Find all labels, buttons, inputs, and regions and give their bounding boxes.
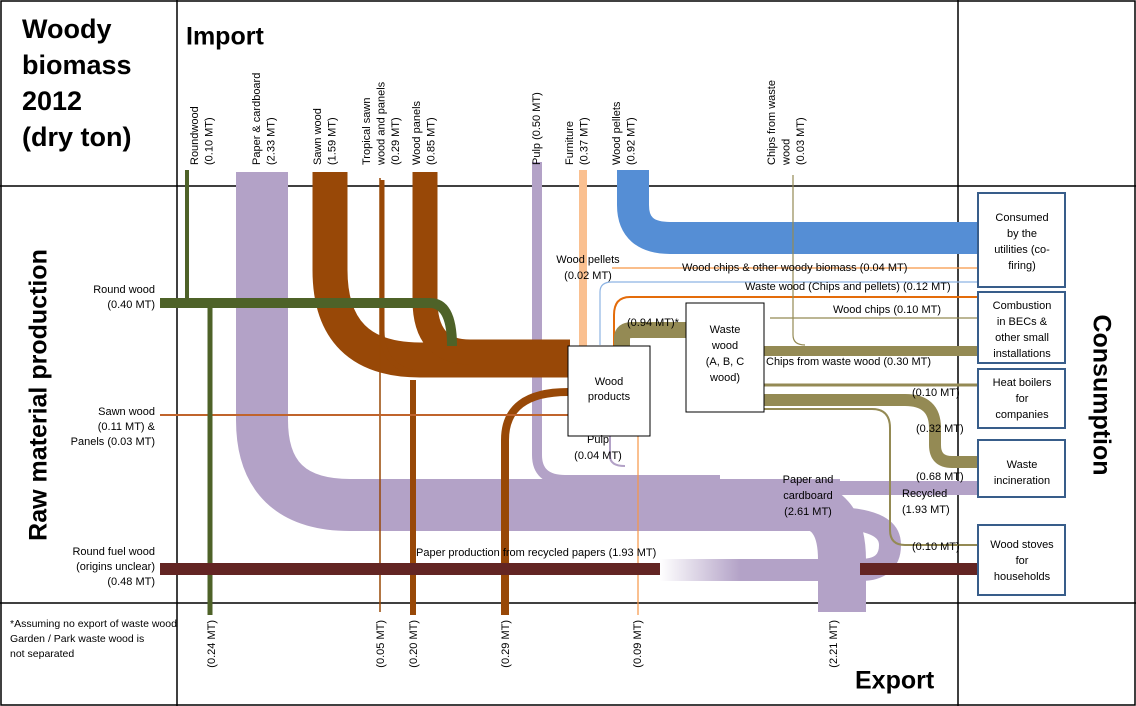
section-consumption: Consumption xyxy=(1087,314,1115,475)
flow-label: (0.32 MT) xyxy=(916,423,964,435)
flow-label: Wood pellets xyxy=(556,254,620,266)
consumer-label: incineration xyxy=(994,475,1050,487)
production-label: Round fuel wood xyxy=(72,546,155,558)
export-label: (0.09 MT) xyxy=(632,620,644,668)
production-label: (origins unclear) xyxy=(76,561,155,573)
flow-label: (0.02 MT) xyxy=(564,270,612,282)
consumer-label: in BECs & xyxy=(997,316,1048,328)
export-label: (0.05 MT) xyxy=(375,620,387,668)
flow-label: (0.10 MT) xyxy=(912,387,960,399)
consumer-label: households xyxy=(994,571,1051,583)
production-label: Round wood xyxy=(93,284,155,296)
node-label: Wood xyxy=(595,376,624,388)
production-label: (0.40 MT) xyxy=(107,299,155,311)
title-line: 2012 xyxy=(22,86,82,116)
node-label: wood xyxy=(711,340,738,352)
import-label: Wood pellets xyxy=(611,101,623,165)
consumer-label: Combustion xyxy=(993,300,1052,312)
flow-label: (1.93 MT) xyxy=(902,504,950,516)
flow-label: (0.94 MT)* xyxy=(627,317,680,329)
production-label: Panels (0.03 MT) xyxy=(71,436,155,448)
export-label: (0.24 MT) xyxy=(206,620,218,668)
import-label: Tropical sawn xyxy=(361,98,373,165)
title-line: Woody xyxy=(22,14,112,44)
consumer-label: installations xyxy=(993,348,1051,360)
production-label: (0.48 MT) xyxy=(107,576,155,588)
flow-label: (0.10 MT) xyxy=(912,541,960,553)
production-label: Sawn wood xyxy=(98,406,155,418)
flows xyxy=(160,162,978,615)
export-label: (0.29 MT) xyxy=(500,620,512,668)
consumer-label: other small xyxy=(995,332,1049,344)
consumer-label: utilities (co- xyxy=(994,244,1050,256)
node-label: wood) xyxy=(709,372,740,384)
footnote: not separated xyxy=(10,648,74,660)
consumer-label: for xyxy=(1016,555,1029,567)
import-label: Furniture xyxy=(564,121,576,165)
import-label: Pulp (0.50 MT) xyxy=(531,92,543,165)
import-label: (0.29 MT) xyxy=(390,117,402,165)
flow-label: Chips from waste wood (0.30 MT) xyxy=(766,356,931,368)
consumer-label: Consumed xyxy=(995,212,1048,224)
consumer-label: Wood stoves xyxy=(990,539,1054,551)
import-label: (0.92 MT) xyxy=(625,117,637,165)
import-label: (0.37 MT) xyxy=(578,117,590,165)
section-import: Import xyxy=(186,23,264,51)
consumer-label: Waste xyxy=(1007,459,1038,471)
import-label: (1.59 MT) xyxy=(326,117,338,165)
import-label: (2.33 MT) xyxy=(265,117,277,165)
export-label: (2.21 MT) xyxy=(828,620,840,668)
footnote: Garden / Park waste wood is xyxy=(10,633,144,645)
consumer-label: firing) xyxy=(1008,260,1036,272)
export-label: (0.20 MT) xyxy=(408,620,420,668)
flow-label: Paper production from recycled papers (1… xyxy=(416,547,656,559)
flow-label: (2.61 MT) xyxy=(784,506,832,518)
import-label: (0.03 MT) xyxy=(795,117,807,165)
consumer-label: for xyxy=(1016,393,1029,405)
consumer-label: by the xyxy=(1007,228,1037,240)
import-label: (0.85 MT) xyxy=(425,117,437,165)
section-production: Raw material production xyxy=(25,249,53,541)
waste-wood-box xyxy=(685,302,765,413)
footnote: *Assuming no export of waste wood xyxy=(10,618,177,630)
title-line: (dry ton) xyxy=(22,122,131,152)
wood-products-box xyxy=(567,345,651,437)
import-label: (0.10 MT) xyxy=(203,117,215,165)
flow-label: Wood chips (0.10 MT) xyxy=(833,304,941,316)
import-label: wood and panels xyxy=(375,81,387,166)
import-label: Roundwood xyxy=(189,106,201,165)
flow-label: Recycled xyxy=(902,488,947,500)
import-label: Paper & cardboard xyxy=(251,73,263,165)
consumer-boxes xyxy=(977,192,1066,596)
node-label: products xyxy=(588,391,631,403)
import-label: Sawn wood xyxy=(312,108,324,165)
production-label: (0.11 MT) & xyxy=(98,421,156,433)
consumer-label: Heat boilers xyxy=(993,377,1052,389)
node-label: (A, B, C xyxy=(706,356,745,368)
import-label: Chips from waste xyxy=(766,80,778,165)
node-label: Waste xyxy=(710,324,741,336)
flow-label: Wood chips & other woody biomass (0.04 M… xyxy=(682,262,907,274)
flow-label: Waste wood (Chips and pellets) (0.12 MT) xyxy=(745,281,951,293)
consumer-label: companies xyxy=(995,409,1049,421)
section-export: Export xyxy=(855,667,935,695)
import-label: Wood panels xyxy=(411,100,423,165)
import-label: wood xyxy=(780,139,792,166)
flow-label: Pulp xyxy=(587,434,609,446)
flow-label: Paper and xyxy=(783,474,834,486)
flow-label: cardboard xyxy=(783,490,833,502)
flow-label: (0.04 MT) xyxy=(574,450,622,462)
flow-label: (0.68 MT) xyxy=(916,471,964,483)
title-line: biomass xyxy=(22,50,132,80)
